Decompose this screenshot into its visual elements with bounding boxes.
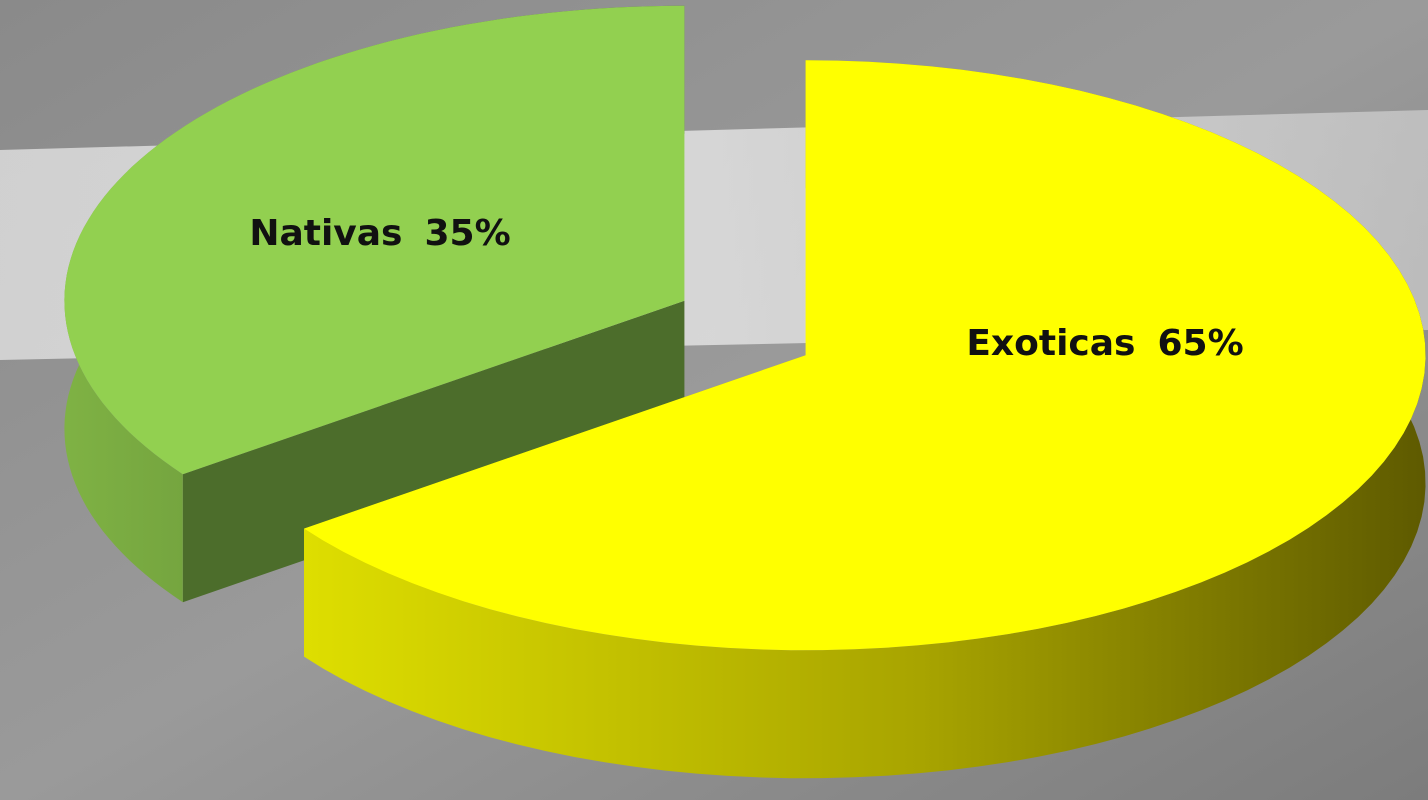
value-label: 65% bbox=[1157, 323, 1243, 364]
pie-slice bbox=[64, 5, 685, 475]
pie-slice bbox=[304, 60, 1426, 651]
data-label: Exoticas 65% bbox=[966, 323, 1243, 364]
pie bbox=[64, 5, 1426, 779]
value-label: 35% bbox=[425, 213, 511, 254]
category-label: Nativas bbox=[249, 213, 402, 254]
slice-cut-face bbox=[182, 300, 685, 603]
category-label: Exoticas bbox=[966, 323, 1135, 364]
slice-side bbox=[304, 60, 1426, 779]
data-label: Nativas 35% bbox=[249, 213, 510, 254]
labels: Nativas 35% Exoticas 65% bbox=[249, 213, 1243, 364]
